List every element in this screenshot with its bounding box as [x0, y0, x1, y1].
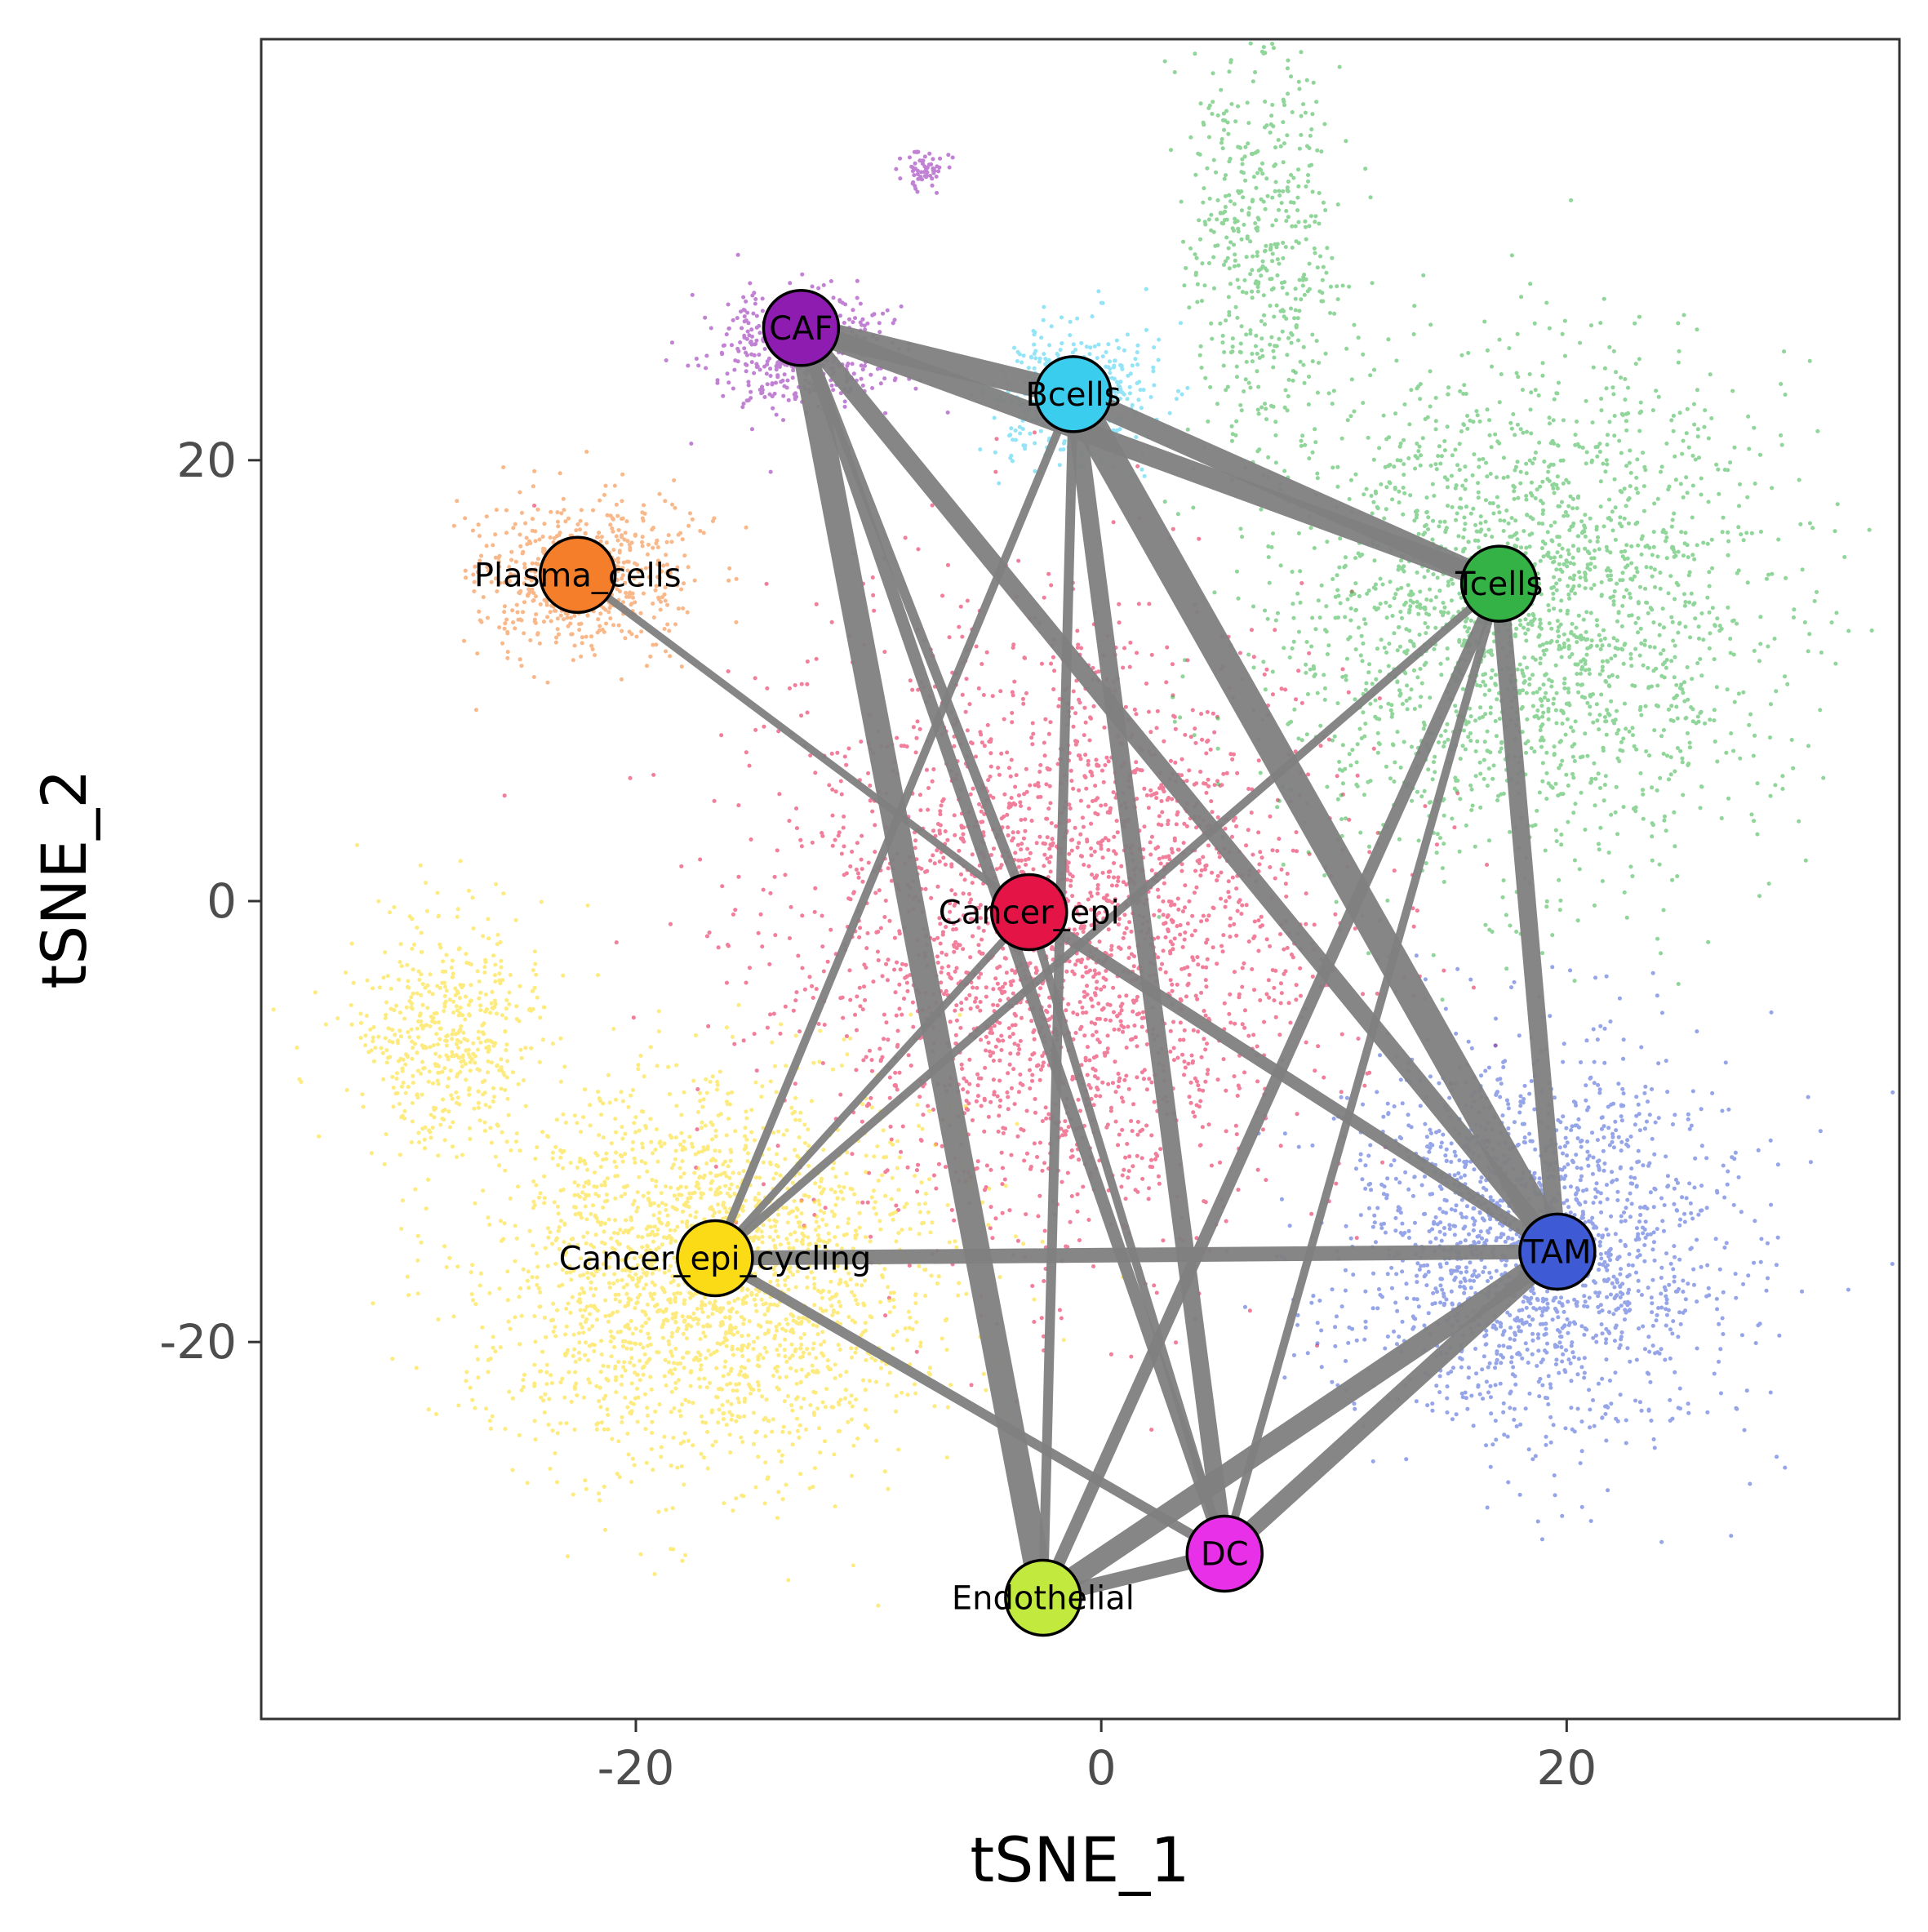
edge-cancer-epi-cycling-dc: [712, 1254, 1228, 1558]
edge-tcells-cancer-epi-cycling: [712, 580, 1502, 1262]
node-label-tcells: Tcells: [1455, 566, 1543, 603]
edge-plasma-cells-cancer-epi: [575, 571, 1032, 916]
edge-bcells-dc: [1064, 393, 1234, 1555]
cell-points-plasma-cells: [451, 450, 749, 713]
node-label-cancer-epi: Cancer_epi: [939, 895, 1120, 932]
y-tick-label: 0: [207, 873, 237, 929]
edge-caf-tam: [793, 322, 1565, 1258]
edge-bcells-tam: [1060, 386, 1571, 1259]
node-endothelial: [1004, 1558, 1082, 1637]
cell-points-caf: [894, 149, 955, 195]
y-tick-label: 20: [176, 433, 237, 488]
node-tam: [1518, 1212, 1597, 1291]
edge-caf-cancer-epi: [796, 326, 1034, 914]
cell-points-tcells: [1162, 41, 1373, 560]
node-caf: [762, 289, 841, 367]
node-dc: [1185, 1514, 1264, 1593]
edge-caf-endothelial: [788, 325, 1056, 1601]
node-label-plasma-cells: Plasma_cells: [474, 557, 682, 594]
node-label-tam: TAM: [1522, 1233, 1591, 1271]
x-tick-label: 20: [1536, 1740, 1597, 1796]
axes-layer: -20 0 20 -20 0 20: [159, 433, 1597, 1796]
edge-bcells-tcells: [1068, 384, 1504, 593]
y-axis-title: tSNE_2: [28, 769, 100, 988]
edge-tcells-tam: [1490, 583, 1566, 1253]
x-tick-label: 0: [1086, 1740, 1117, 1796]
cell-points-cancer-epi-cycling: [271, 842, 601, 1192]
node-plasma-cells: [538, 535, 617, 615]
edge-bcells-cancer-epi-cycling: [711, 392, 1077, 1260]
network-edges-layer: [575, 316, 1571, 1607]
node-tcells: [1459, 544, 1539, 623]
edge-tcells-dc: [1220, 582, 1504, 1555]
node-label-caf: CAF: [769, 310, 833, 348]
plot-panel-border: [260, 38, 1901, 1721]
node-cancer-epi-cycling: [676, 1219, 754, 1298]
edge-tam-endothelial: [1037, 1242, 1564, 1607]
cluster-nodes-layer: CAF Bcells Tcells Plasma_cells Cancer_epi Can…: [474, 289, 1597, 1637]
x-tick-label: -20: [598, 1740, 675, 1796]
node-label-cancer-epi-cycling: Cancer_epi_cycling: [559, 1241, 872, 1278]
x-axis-title: tSNE_1: [970, 1823, 1189, 1896]
node-cancer-epi: [990, 873, 1068, 952]
edge-cancer-epi-tam: [1025, 907, 1561, 1257]
edge-tam-dc: [1218, 1245, 1564, 1561]
edge-tcells-endothelial: [1037, 581, 1505, 1601]
edge-cancer-epi-cancer-epi-cycling: [712, 909, 1033, 1261]
node-bcells: [1034, 355, 1113, 433]
edge-cancer-epi-cycling-tam: [714, 1244, 1557, 1266]
node-label-bcells: Bcells: [1025, 376, 1121, 414]
edge-cancer-epi-dc: [1024, 911, 1229, 1555]
node-label-endothelial: Endothelial: [952, 1579, 1135, 1617]
node-label-dc: DC: [1201, 1535, 1249, 1573]
y-tick-label: -20: [159, 1314, 237, 1370]
